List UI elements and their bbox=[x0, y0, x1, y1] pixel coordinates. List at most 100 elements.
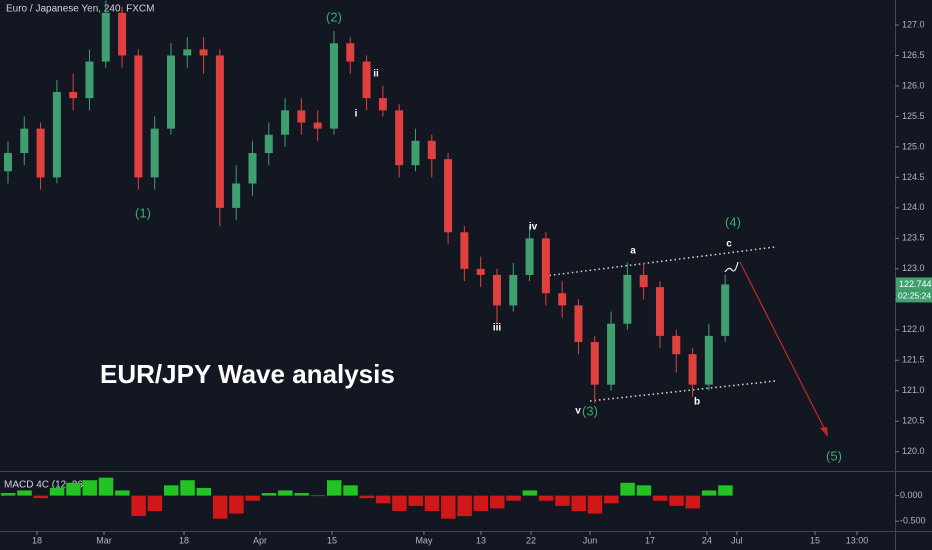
macd-bar bbox=[636, 485, 652, 496]
x-tick-label: 13:00 bbox=[846, 535, 869, 545]
candle-body bbox=[378, 98, 387, 111]
x-tick-label: Jun bbox=[583, 535, 598, 545]
candle-body bbox=[623, 274, 632, 324]
candle-body bbox=[101, 12, 110, 62]
macd-bar bbox=[131, 495, 146, 517]
chart-title: Euro / Japanese Yen, 240, FXCM bbox=[6, 4, 154, 15]
candle-body bbox=[313, 122, 322, 129]
macd-bar bbox=[587, 495, 603, 514]
macd-bar bbox=[326, 480, 342, 496]
x-tick-label: 13 bbox=[476, 535, 486, 545]
candle-body bbox=[215, 55, 224, 208]
x-tick-label: 24 bbox=[702, 535, 712, 545]
candle-body bbox=[199, 49, 208, 56]
macd-bar bbox=[180, 480, 195, 496]
macd-bar bbox=[294, 493, 309, 496]
candle-body bbox=[118, 12, 127, 56]
macd-bar bbox=[212, 495, 228, 519]
x-tick-label: 15 bbox=[810, 535, 820, 545]
x-tick-label: Mar bbox=[96, 535, 112, 545]
y-tick-label: 127.0 bbox=[902, 19, 925, 29]
candle-body bbox=[607, 323, 616, 385]
candle-body bbox=[509, 274, 518, 306]
wave-label: b bbox=[694, 397, 700, 408]
macd-bar bbox=[98, 477, 114, 496]
candle-body bbox=[150, 128, 159, 178]
macd-bar bbox=[196, 487, 212, 496]
macd-y-tick-label: -0.500 bbox=[900, 516, 926, 526]
candle-body bbox=[281, 110, 290, 135]
candle-body bbox=[704, 335, 713, 385]
candle-body bbox=[85, 61, 94, 99]
macd-bar bbox=[538, 495, 554, 501]
y-tick-label: 123.5 bbox=[902, 233, 925, 243]
macd-bar bbox=[620, 482, 635, 496]
x-tick-label: 18 bbox=[32, 535, 42, 545]
y-tick-label: 126.0 bbox=[902, 80, 925, 90]
wave-label: (3) bbox=[582, 403, 598, 418]
macd-bar bbox=[66, 482, 81, 496]
macd-y-tick-label: 0.000 bbox=[900, 490, 923, 500]
candle-body bbox=[346, 43, 355, 62]
y-tick-label: 121.5 bbox=[902, 355, 925, 365]
macd-bar bbox=[33, 495, 49, 499]
wave-label: (4) bbox=[725, 214, 741, 229]
candle-body bbox=[590, 341, 599, 385]
candle-body bbox=[427, 140, 436, 160]
macd-bar bbox=[375, 495, 391, 504]
y-tick-label: 120.5 bbox=[902, 416, 925, 426]
macd-bar bbox=[555, 495, 570, 506]
candle-body bbox=[248, 153, 257, 184]
x-tick-label: Jul bbox=[731, 535, 743, 545]
macd-bar bbox=[701, 490, 717, 496]
macd-bar bbox=[652, 495, 668, 501]
macd-bar bbox=[278, 490, 293, 496]
x-tick-label: Apr bbox=[253, 535, 267, 545]
y-tick-label: 125.0 bbox=[902, 141, 925, 151]
candle-body bbox=[3, 153, 12, 172]
macd-bar bbox=[506, 495, 521, 501]
candle-body bbox=[444, 159, 453, 233]
candle-body bbox=[264, 134, 273, 154]
wave-label: iv bbox=[529, 222, 538, 233]
candle-body bbox=[52, 92, 61, 178]
candle-body bbox=[541, 238, 550, 294]
wave-label: ii bbox=[373, 69, 379, 80]
macd-bar bbox=[424, 495, 440, 511]
macd-bar bbox=[359, 495, 375, 499]
macd-bar bbox=[522, 490, 538, 496]
wave-label: v bbox=[575, 406, 581, 417]
candle-body bbox=[639, 274, 648, 288]
macd-bar bbox=[457, 495, 472, 517]
candle-body bbox=[183, 49, 192, 56]
y-tick-label: 125.5 bbox=[902, 111, 925, 121]
projection-arrow bbox=[739, 261, 827, 433]
macd-bar bbox=[310, 495, 326, 497]
macd-bar bbox=[229, 495, 244, 514]
candle-body bbox=[329, 43, 338, 129]
candle-body bbox=[411, 140, 420, 166]
macd-bar bbox=[245, 495, 260, 501]
candle-body bbox=[688, 354, 697, 385]
y-tick-label: 126.5 bbox=[902, 50, 925, 60]
candle-body bbox=[69, 92, 78, 99]
projection-squiggle bbox=[724, 261, 739, 273]
candle-body bbox=[395, 110, 404, 166]
x-tick-label: 17 bbox=[645, 535, 655, 545]
x-tick-label: May bbox=[415, 535, 433, 545]
candle-body bbox=[655, 287, 664, 336]
macd-bar bbox=[718, 485, 733, 496]
y-tick-label: 121.0 bbox=[902, 385, 925, 395]
macd-bar bbox=[685, 495, 701, 509]
candle-body bbox=[20, 128, 29, 154]
candle-body bbox=[558, 293, 567, 306]
arrow-head bbox=[820, 427, 828, 437]
wave-label: i bbox=[355, 109, 358, 120]
macd-bar bbox=[115, 490, 130, 496]
wave-label: a bbox=[630, 246, 636, 257]
macd-bar bbox=[473, 495, 489, 511]
y-tick-label: 124.5 bbox=[902, 172, 925, 182]
y-tick-label: 120.0 bbox=[902, 446, 925, 456]
